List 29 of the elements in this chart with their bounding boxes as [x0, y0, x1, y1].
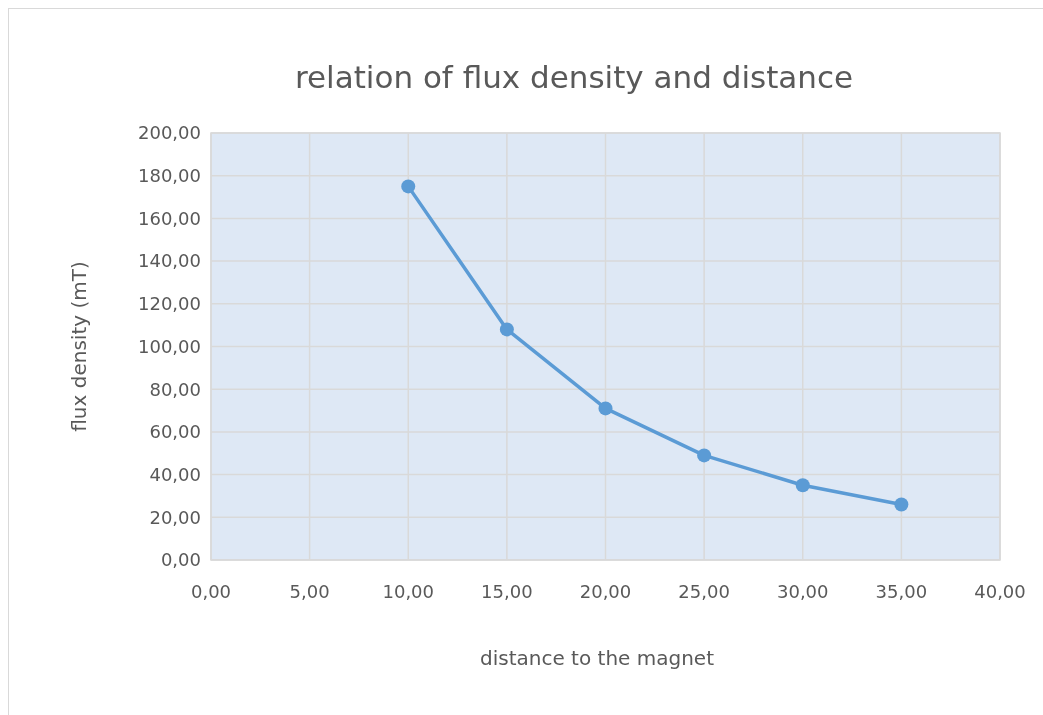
x-tick-label: 5,00	[289, 581, 330, 602]
x-tick-label: 40,00	[974, 581, 1026, 602]
point	[697, 448, 712, 463]
y-tick-label: 120,00	[138, 293, 201, 315]
point	[598, 401, 613, 416]
x-tick-label: 30,00	[776, 581, 829, 602]
point	[894, 497, 909, 512]
x-tick-label: 10,00	[382, 581, 435, 602]
point	[499, 322, 514, 337]
y-tick-label: 200,00	[138, 122, 201, 144]
x-tick-label: 0,00	[190, 581, 232, 602]
y-tick-label: 20,00	[149, 506, 201, 528]
y-tick-label: 160,00	[138, 207, 201, 229]
x-axis-title: distance to the magnet	[480, 646, 715, 670]
y-tick-label: 80,00	[149, 378, 201, 400]
y-tick-label: 180,00	[138, 165, 201, 186]
x-tick-label: 25,00	[678, 581, 730, 602]
point	[795, 478, 810, 493]
x-tick-label: 20,00	[579, 581, 632, 602]
y-tick-label: 60,00	[149, 421, 201, 443]
y-tick-label: 140,00	[138, 250, 201, 272]
point	[401, 179, 416, 194]
chart-title: relation of flux density and distance	[294, 59, 854, 95]
y-tick-label: 100,00	[138, 335, 201, 357]
y-tick-label: 0,00	[160, 549, 201, 571]
y-tick-label: 40,00	[149, 463, 201, 485]
x-tick-label: 35,00	[875, 581, 928, 602]
x-tick-label: 15,00	[481, 581, 533, 602]
y-axis-title: flux density (mT)	[67, 261, 91, 432]
